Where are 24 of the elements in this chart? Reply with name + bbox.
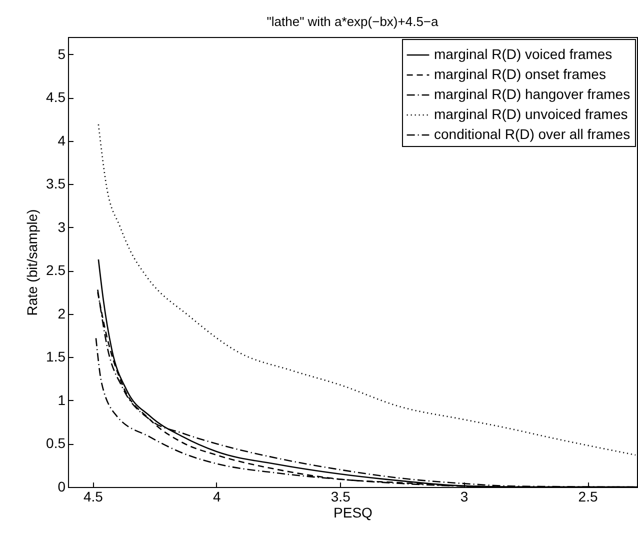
legend-label: conditional R(D) over all frames — [434, 126, 630, 142]
x-tick-label: 4.5 — [84, 488, 104, 504]
y-tick-label: 3 — [58, 218, 66, 235]
x-tick-label: 2.5 — [578, 488, 598, 504]
x-tick-label: 3 — [460, 488, 468, 504]
y-axis-title: Rate (bit/sample) — [24, 209, 40, 316]
y-tick-label: 4 — [58, 132, 66, 148]
chart-title: "lathe" with a*exp(−bx)+4.5−a — [266, 14, 440, 29]
legend-label: marginal R(D) unvoiced frames — [434, 106, 628, 122]
y-tick-label: 2.5 — [46, 262, 66, 278]
x-tick-label: 4 — [213, 488, 222, 504]
legend-label: marginal R(D) hangover frames — [434, 86, 630, 102]
y-tick-label: 4.5 — [46, 89, 66, 106]
y-tick-label: 1.5 — [46, 348, 66, 365]
legend-label: marginal R(D) onset frames — [434, 66, 606, 82]
y-tick-label: 0.5 — [46, 435, 66, 452]
y-tick-label: 3.5 — [46, 176, 66, 192]
legend-label: marginal R(D) voiced frames — [434, 46, 612, 62]
y-tick-label: 1 — [58, 392, 66, 408]
y-tick-label: 2 — [58, 305, 66, 322]
y-tick-label: 5 — [58, 46, 66, 62]
x-tick-label: 3.5 — [330, 488, 351, 504]
x-axis-title: PESQ — [334, 504, 373, 520]
y-tick-label: 0 — [58, 478, 66, 494]
